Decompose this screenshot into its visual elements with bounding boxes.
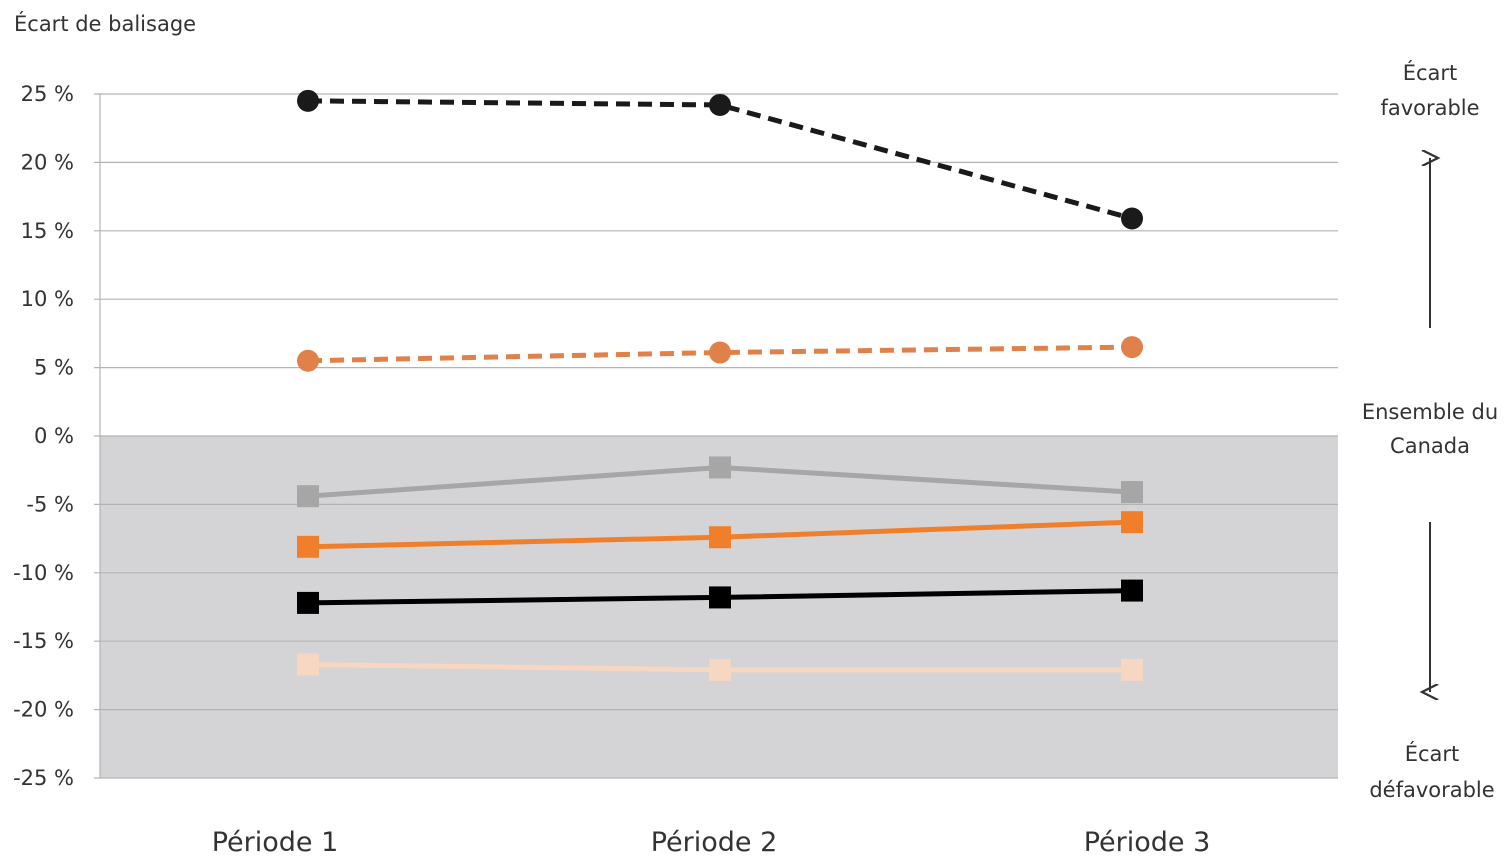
y-tick-label: -15 % xyxy=(13,629,74,653)
annotation-favorable-line-1: Écart xyxy=(1403,60,1458,85)
y-tick-label: 25 % xyxy=(21,82,74,106)
data-point xyxy=(709,456,731,479)
data-point xyxy=(709,526,731,549)
y-tick-label: 5 % xyxy=(34,356,74,380)
data-point xyxy=(297,591,319,614)
y-tick-label: 10 % xyxy=(21,287,74,311)
y-tick-label: 15 % xyxy=(21,219,74,243)
y-tick-label: 0 % xyxy=(34,424,74,448)
data-point xyxy=(1121,481,1143,504)
x-tick-label: Période 2 xyxy=(651,827,778,856)
data-point xyxy=(1121,579,1143,602)
data-point xyxy=(297,535,319,558)
y-tick-label: 20 % xyxy=(21,150,74,174)
data-point xyxy=(709,586,731,609)
data-point xyxy=(709,341,731,364)
data-point xyxy=(297,485,319,508)
y-tick-label: -25 % xyxy=(13,766,74,790)
y-tick-label: -10 % xyxy=(13,561,74,585)
annotation-unfavorable-line-1: Écart xyxy=(1405,741,1460,766)
data-point xyxy=(297,89,319,112)
annotation-favorable-line-2: favorable xyxy=(1380,96,1479,120)
series-3 xyxy=(297,456,1143,508)
series-line xyxy=(307,344,1133,364)
annotation-middle-line-1: Ensemble du xyxy=(1362,400,1498,424)
data-point xyxy=(1121,511,1143,534)
y-tick-label: -20 % xyxy=(13,698,74,722)
series-line xyxy=(307,98,1133,221)
y-tick-label: -5 % xyxy=(26,492,74,516)
annotation-middle-line-2: Canada xyxy=(1390,434,1470,458)
data-point xyxy=(1121,658,1143,681)
x-tick-label: Période 3 xyxy=(1084,827,1211,856)
series-1 xyxy=(297,89,1143,230)
series-6 xyxy=(297,653,1143,681)
series-2 xyxy=(297,336,1143,372)
y-axis-label: Écart de balisage xyxy=(14,11,196,36)
annotations: Écart favorable Ensemble du Canada Écart… xyxy=(1362,60,1498,802)
data-point xyxy=(1121,207,1143,230)
data-point xyxy=(709,93,731,116)
data-point xyxy=(709,658,731,681)
data-point xyxy=(297,349,319,372)
data-point xyxy=(1121,336,1143,359)
series-4 xyxy=(297,511,1143,558)
series-5 xyxy=(297,579,1143,614)
x-tick-label: Période 1 xyxy=(212,827,339,856)
data-point xyxy=(297,653,319,676)
annotation-unfavorable-line-2: défavorable xyxy=(1369,778,1494,802)
